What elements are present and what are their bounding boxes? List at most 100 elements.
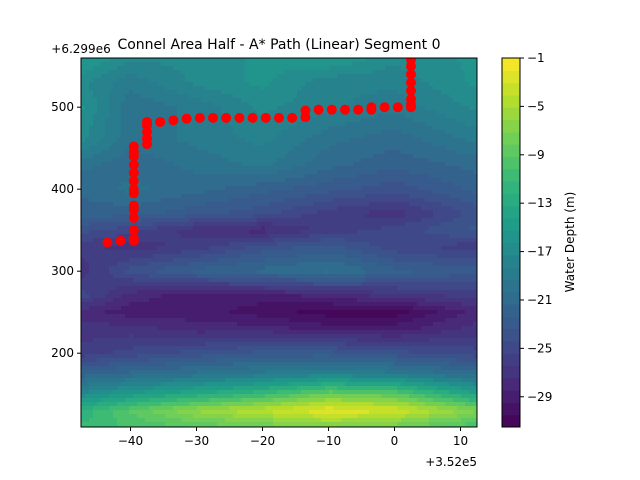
contour-cell-2029	[277, 138, 282, 143]
contour-cell-4536	[405, 238, 410, 243]
contour-cell-3047	[389, 178, 394, 183]
contour-cell-3670	[109, 206, 114, 211]
contour-cell-4876	[181, 254, 186, 259]
contour-cell-618	[177, 82, 182, 87]
contour-cell-940	[277, 94, 282, 99]
contour-cell-3782	[161, 210, 166, 215]
contour-cell-985	[457, 94, 462, 99]
contour-cell-4925	[377, 254, 382, 259]
contour-cell-3073	[97, 182, 102, 187]
contour-cell-79	[397, 58, 402, 63]
contour-cell-3250	[409, 186, 414, 191]
contour-cell-4357	[85, 234, 90, 239]
contour-cell-2378	[89, 154, 94, 159]
contour-cell-941	[281, 94, 286, 99]
contour-cell-2707	[217, 166, 222, 171]
contour-cell-73	[373, 58, 378, 63]
contour-cell-3908	[269, 214, 274, 219]
contour-cell-4379	[173, 234, 178, 239]
contour-cell-4041	[405, 218, 410, 223]
contour-cell-4068	[117, 222, 122, 227]
contour-cell-1677	[453, 122, 458, 127]
contour-cell-2104	[181, 142, 186, 147]
contour-cell-2570	[461, 158, 466, 163]
contour-cell-4168	[121, 226, 126, 231]
contour-cell-150	[285, 62, 290, 67]
contour-cell-4353	[465, 230, 470, 235]
contour-cell-1176	[429, 102, 434, 107]
contour-cell-4971	[165, 258, 170, 263]
contour-cell-1029	[237, 98, 242, 103]
contour-cell-4163	[101, 226, 106, 231]
contour-cell-2101	[169, 142, 174, 147]
contour-cell-1973	[449, 134, 454, 139]
contour-cell-1034	[257, 98, 262, 103]
contour-cell-1784	[89, 130, 94, 135]
contour-cell-2234	[305, 146, 310, 151]
contour-cell-3224	[305, 186, 310, 191]
contour-cell-1862	[401, 130, 406, 135]
contour-cell-559	[337, 78, 342, 83]
contour-cell-2181	[93, 146, 98, 151]
contour-cell-467	[365, 74, 370, 79]
contour-cell-3031	[325, 178, 330, 183]
contour-cell-945	[297, 94, 302, 99]
contour-cell-1306	[157, 110, 162, 115]
contour-cell-2218	[241, 146, 246, 151]
contour-cell-640	[265, 82, 270, 87]
contour-cell-4214	[305, 226, 310, 231]
contour-cell-387	[441, 70, 446, 75]
contour-cell-2871	[81, 174, 86, 179]
contour-cell-861	[357, 90, 362, 95]
contour-cell-4132	[373, 222, 378, 227]
contour-cell-133	[217, 62, 222, 67]
contour-cell-4167	[117, 226, 122, 231]
contour-cell-3568	[97, 202, 102, 207]
contour-cell-3978	[153, 218, 158, 223]
contour-cell-3277	[121, 190, 126, 195]
contour-cell-4978	[193, 258, 198, 263]
contour-cell-1454	[353, 114, 358, 119]
contour-cell-4638	[417, 242, 422, 247]
contour-cell-4528	[373, 238, 378, 243]
contour-cell-2182	[97, 146, 102, 151]
contour-cell-2131	[289, 142, 294, 147]
contour-cell-3116	[269, 182, 274, 187]
contour-cell-2187	[117, 146, 122, 151]
contour-cell-3033	[333, 178, 338, 183]
contour-cell-341	[257, 70, 262, 75]
contour-cell-4475	[161, 238, 166, 243]
contour-cell-4588	[217, 242, 222, 247]
contour-cell-1047	[309, 98, 314, 103]
contour-cell-2407	[205, 154, 210, 159]
contour-cell-3851	[437, 210, 442, 215]
contour-cell-4767	[141, 250, 146, 255]
contour-cell-2894	[173, 174, 178, 179]
contour-cell-1985	[101, 138, 106, 143]
contour-cell-4364	[113, 234, 118, 239]
contour-cell-3348	[405, 190, 410, 195]
contour-cell-3388	[169, 194, 174, 199]
contour-cell-4187	[197, 226, 202, 231]
contour-cell-4138	[397, 222, 402, 227]
contour-cell-2435	[317, 154, 322, 159]
contour-cell-493	[469, 74, 474, 79]
contour-cell-3191	[173, 186, 178, 191]
contour-cell-4484	[197, 238, 202, 243]
contour-cell-1361	[377, 110, 382, 115]
contour-cell-990	[81, 98, 86, 103]
contour-cell-899	[113, 94, 118, 99]
contour-cell-1849	[349, 130, 354, 135]
contour-cell-740	[269, 86, 274, 91]
contour-cell-1981	[85, 138, 90, 143]
contour-cell-4902	[285, 254, 290, 259]
contour-cell-1720	[229, 126, 234, 131]
contour-cell-1301	[137, 110, 142, 115]
contour-cell-2004	[177, 138, 182, 143]
contour-cell-991	[85, 98, 90, 103]
contour-cell-3759	[465, 206, 470, 211]
contour-cell-2127	[273, 142, 278, 147]
contour-cell-933	[249, 94, 254, 99]
contour-cell-4533	[393, 238, 398, 243]
